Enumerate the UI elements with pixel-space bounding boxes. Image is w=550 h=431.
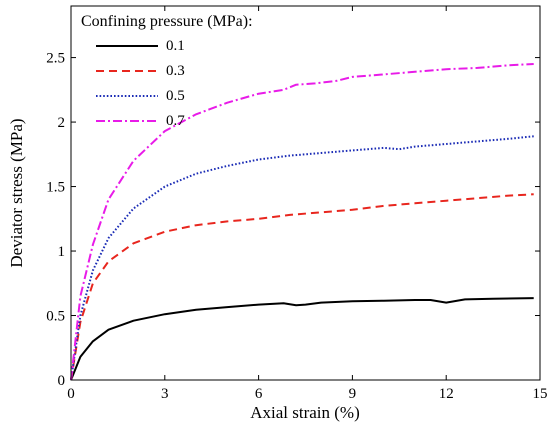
y-tick-label: 1 bbox=[58, 244, 66, 260]
x-tick-label: 6 bbox=[255, 386, 263, 402]
series-layer bbox=[70, 63, 534, 381]
x-tick-label: 15 bbox=[533, 386, 548, 402]
y-tick-label: 0.5 bbox=[46, 309, 65, 325]
legend-title: Confining pressure (MPa): bbox=[81, 13, 253, 30]
y-tick-label: 2 bbox=[58, 115, 66, 131]
x-tick-label: 9 bbox=[349, 386, 357, 402]
legend-entry-label: 0.3 bbox=[166, 63, 185, 79]
y-axis-label: Deviator stress (MPa) bbox=[7, 118, 26, 267]
legend-entry-label: 0.7 bbox=[166, 113, 185, 129]
legend-entry-label: 0.1 bbox=[166, 38, 185, 54]
legend: Confining pressure (MPa): 0.1 0.3 0.5 0.7 bbox=[81, 13, 253, 129]
y-tick-label: 1.5 bbox=[46, 180, 65, 196]
x-tick-label: 0 bbox=[67, 386, 75, 402]
ticks: 0 3 6 9 12 15 0 0.5 1 1.5 2 2.5 bbox=[46, 6, 548, 402]
series-line-0-5 bbox=[70, 135, 534, 381]
series-line-0-3 bbox=[70, 193, 534, 381]
x-tick-label: 3 bbox=[161, 386, 169, 402]
y-tick-label: 0 bbox=[58, 373, 66, 389]
plot-frame bbox=[70, 5, 541, 381]
y-tick-label: 2.5 bbox=[46, 51, 65, 67]
series-line-0-1 bbox=[70, 297, 534, 381]
legend-entry-label: 0.5 bbox=[166, 88, 185, 104]
x-tick-label: 12 bbox=[439, 386, 454, 402]
series-line-0-7 bbox=[70, 63, 534, 381]
x-axis-label: Axial strain (%) bbox=[250, 403, 360, 422]
